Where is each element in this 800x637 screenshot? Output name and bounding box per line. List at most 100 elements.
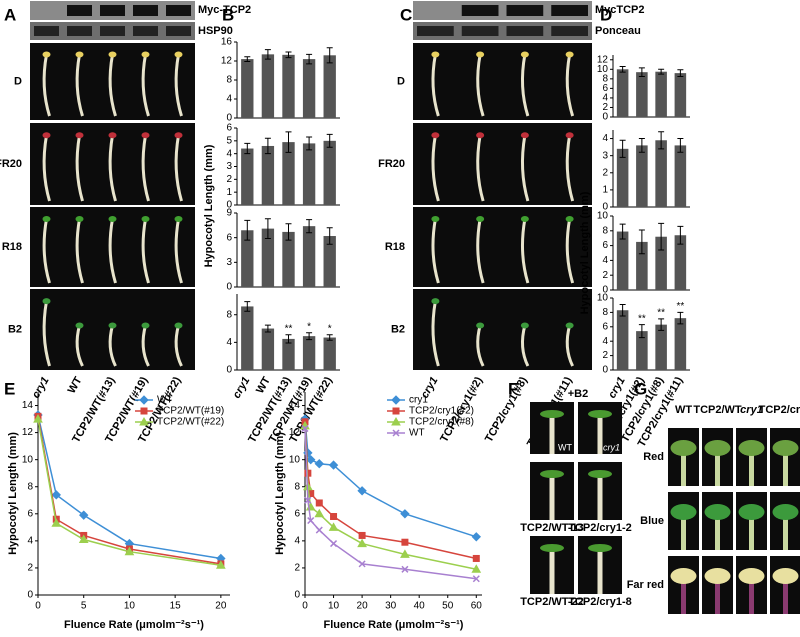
cotyledon <box>670 504 697 520</box>
y-tick-label: 10 <box>289 454 301 465</box>
error-bar <box>677 311 684 325</box>
seedling <box>521 218 530 284</box>
marker <box>33 414 43 423</box>
cotyledon <box>431 132 440 139</box>
row-label: Red <box>643 451 664 463</box>
marker <box>358 531 366 539</box>
seedling <box>174 54 183 117</box>
bar <box>241 306 254 370</box>
cotyledon <box>42 298 51 305</box>
y-tick-label: 12 <box>597 54 609 65</box>
error-bar <box>306 53 313 65</box>
y-tick-label: 6 <box>226 232 232 243</box>
band <box>34 26 59 36</box>
cotyledon <box>174 132 183 139</box>
row-label: D <box>397 75 405 87</box>
bar <box>261 328 275 370</box>
seedling <box>431 135 440 202</box>
x-tick-label: 0 <box>35 601 41 612</box>
bar <box>261 228 275 287</box>
bar <box>323 140 336 205</box>
series-line <box>304 428 477 580</box>
error-bar <box>264 137 271 155</box>
x-tick-label: 10 <box>124 601 136 612</box>
y-tick-label: 4 <box>226 148 232 159</box>
y-tick-label: 8 <box>226 309 232 320</box>
seedling <box>174 325 183 367</box>
y-tick-label: 2 <box>27 563 33 574</box>
y-tick-label: 0 <box>602 202 608 213</box>
marker <box>215 560 226 569</box>
band <box>34 5 59 16</box>
x-tick-label: 40 <box>414 601 426 612</box>
seedling <box>476 325 485 367</box>
cotyledon <box>476 132 485 139</box>
cotyledon <box>476 216 485 222</box>
error-bar <box>264 218 271 239</box>
y-tick-label: 3 <box>602 150 608 161</box>
marker <box>358 560 366 568</box>
bar <box>636 331 648 370</box>
error-bar <box>306 332 313 341</box>
bar <box>323 55 336 118</box>
y-tick-label: 12 <box>22 427 34 438</box>
marker <box>328 460 339 470</box>
marker <box>391 395 401 405</box>
panel-label: D <box>600 5 612 24</box>
y-tick-label: 3 <box>226 257 232 268</box>
significance: ** <box>638 313 646 324</box>
marker <box>472 575 480 583</box>
marker <box>400 549 410 558</box>
row-label: Blue <box>640 515 664 527</box>
bar <box>616 310 629 370</box>
column-label: TCP2/cry1 <box>759 404 800 416</box>
marker <box>357 538 367 548</box>
seedling <box>520 54 530 117</box>
sample-label: WT <box>66 375 85 396</box>
column-label: WT <box>675 404 692 416</box>
series-line <box>304 421 477 560</box>
bar <box>674 318 687 370</box>
y-tick-label: 0 <box>294 590 300 601</box>
error-bar <box>326 227 333 245</box>
error-bar <box>677 225 684 245</box>
y-tick-label: 12 <box>289 427 301 438</box>
marker <box>139 395 149 405</box>
cotyledon <box>704 504 731 520</box>
cotyledon <box>174 51 183 58</box>
band <box>506 5 544 16</box>
significance: * <box>307 321 311 332</box>
sample-label: TCP2/cry1(#8) <box>483 375 530 445</box>
y-tick-label: 4 <box>226 337 232 348</box>
blot-label: Ponceau <box>595 25 641 37</box>
panel-title: +B2 <box>568 388 589 400</box>
band <box>506 26 544 36</box>
x-tick-label: 30 <box>385 601 397 612</box>
seedling <box>565 218 575 284</box>
y-tick-label: 0 <box>226 365 232 376</box>
x-tick-label: 5 <box>81 601 87 612</box>
marker <box>307 517 315 525</box>
y-axis-label: Hypocotyl Length (mm) <box>203 144 215 267</box>
bar <box>302 226 316 287</box>
bar <box>241 59 254 118</box>
bar <box>636 241 648 290</box>
y-tick-label: 2 <box>226 174 232 185</box>
y-tick-label: 8 <box>27 481 33 492</box>
row-label: R18 <box>2 241 22 253</box>
y-tick-label: 10 <box>597 64 609 75</box>
error-bar <box>244 301 251 312</box>
marker <box>471 532 481 542</box>
marker <box>330 540 338 548</box>
y-tick-label: 8 <box>602 307 608 318</box>
y-tick-label: 8 <box>294 481 300 492</box>
band <box>551 5 588 16</box>
cotyledon <box>75 322 84 329</box>
error-bar <box>658 68 665 75</box>
cotyledon <box>670 440 697 456</box>
marker <box>315 526 323 534</box>
marker <box>79 510 89 520</box>
seedling <box>75 325 84 367</box>
cotyledon <box>141 216 150 222</box>
y-tick-label: 4 <box>602 255 608 266</box>
